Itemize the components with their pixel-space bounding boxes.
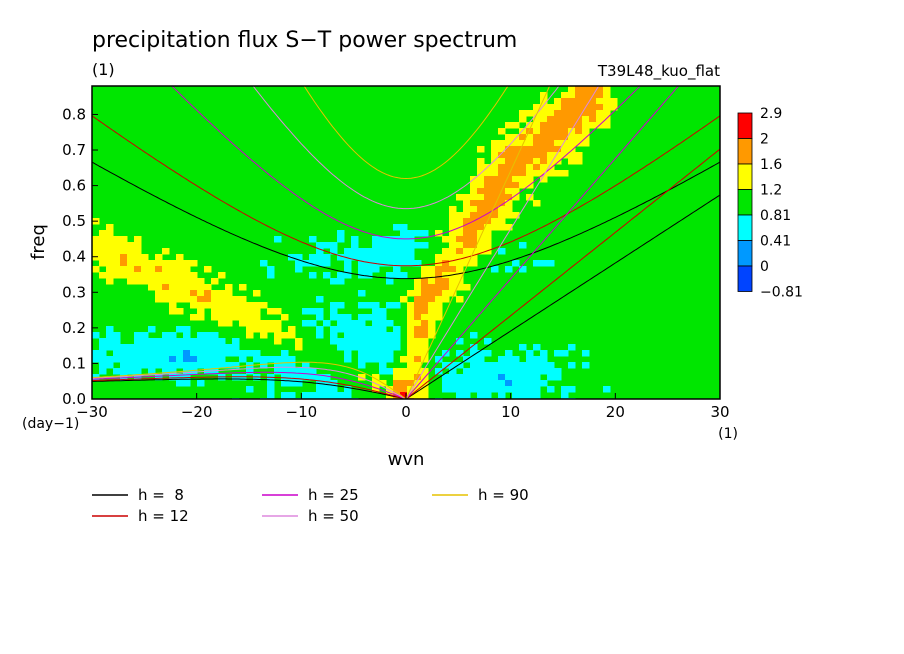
colorbar-label: 2.9 (760, 106, 782, 122)
colorbar-label: 1.2 (760, 183, 782, 199)
rossby-curve (92, 378, 407, 399)
colorbar-swatch (737, 240, 753, 267)
legend-label: h = 12 (138, 507, 189, 525)
colorbar-label: 1.6 (760, 157, 782, 173)
gravity-curve (171, 86, 641, 240)
gravity-curve (92, 115, 720, 267)
x-tick-label: 20 (606, 403, 625, 421)
y-tick-label: 0.0 (62, 390, 86, 408)
legend-label: h = 90 (478, 486, 529, 504)
y-tick-label: 0.3 (62, 283, 86, 301)
x-tick-label: 0 (401, 403, 411, 421)
colorbar-label: −0.81 (760, 285, 803, 301)
colorbar-swatch (737, 189, 753, 216)
colorbar-label: 0 (760, 259, 769, 275)
gravity-curve (252, 86, 560, 210)
run-label: T39L48_kuo_flat (597, 62, 720, 81)
chart-title: precipitation flux S−T power spectrum (92, 28, 517, 53)
curve-legend: h = 8 h = 12 h = 25 h = 50 h = 90 (92, 486, 529, 525)
gravity-curve (92, 161, 720, 280)
legend-label: h = 25 (308, 486, 359, 504)
colorbar-label: 2 (760, 132, 769, 148)
y-tick-label: 0.5 (62, 212, 86, 230)
y-tick-label: 0.6 (62, 177, 86, 195)
legend-label: h = 8 (138, 486, 184, 504)
y-tick-label: 0.8 (62, 105, 86, 123)
x-tick-label: −30 (76, 403, 108, 421)
rossby-curve (92, 376, 407, 399)
x-tick-label: −10 (286, 403, 318, 421)
colorbar: 2.9 2 1.6 1.2 0.81 0.41 0 −0.81 (737, 106, 803, 301)
kelvin-curve (405, 148, 720, 399)
colorbar-swatch (737, 138, 753, 165)
y-tick-label: 0.4 (62, 248, 86, 266)
y-axis: 0.0 0.1 0.2 0.3 0.4 0.5 0.6 0.7 0.8 (62, 105, 98, 408)
y-axis-label: freq (28, 224, 49, 260)
rossby-curve (92, 361, 407, 399)
colorbar-swatch (737, 112, 753, 139)
kelvin-curve (405, 86, 600, 399)
plot-area (92, 86, 720, 399)
rossby-curve (92, 366, 407, 399)
colorbar-swatch (737, 163, 753, 190)
x-tick-label: 10 (501, 403, 520, 421)
y-tick-label: 0.7 (62, 141, 86, 159)
x-tick-label: 30 (710, 403, 729, 421)
colorbar-swatch (737, 265, 753, 292)
x-tick-label: −20 (181, 403, 213, 421)
gravity-curve (303, 86, 509, 180)
y-unit-label: (day−1) (22, 416, 79, 432)
y-tick-label: 0.1 (62, 354, 86, 372)
y-tick-label: 0.2 (62, 319, 86, 337)
kelvin-curve (405, 194, 720, 399)
legend-label: h = 50 (308, 507, 359, 525)
units-label: (1) (92, 60, 115, 79)
rossby-curve (92, 371, 407, 399)
x-axis-label: wvn (388, 449, 425, 470)
x-unit-label: (1) (718, 426, 738, 442)
colorbar-label: 0.81 (760, 208, 791, 224)
colorbar-swatch (737, 214, 753, 241)
kelvin-curve (405, 86, 680, 399)
colorbar-label: 0.41 (760, 234, 791, 250)
x-axis: −30 −20 −10 0 10 20 30 (76, 393, 730, 421)
kelvin-curve (405, 86, 551, 399)
